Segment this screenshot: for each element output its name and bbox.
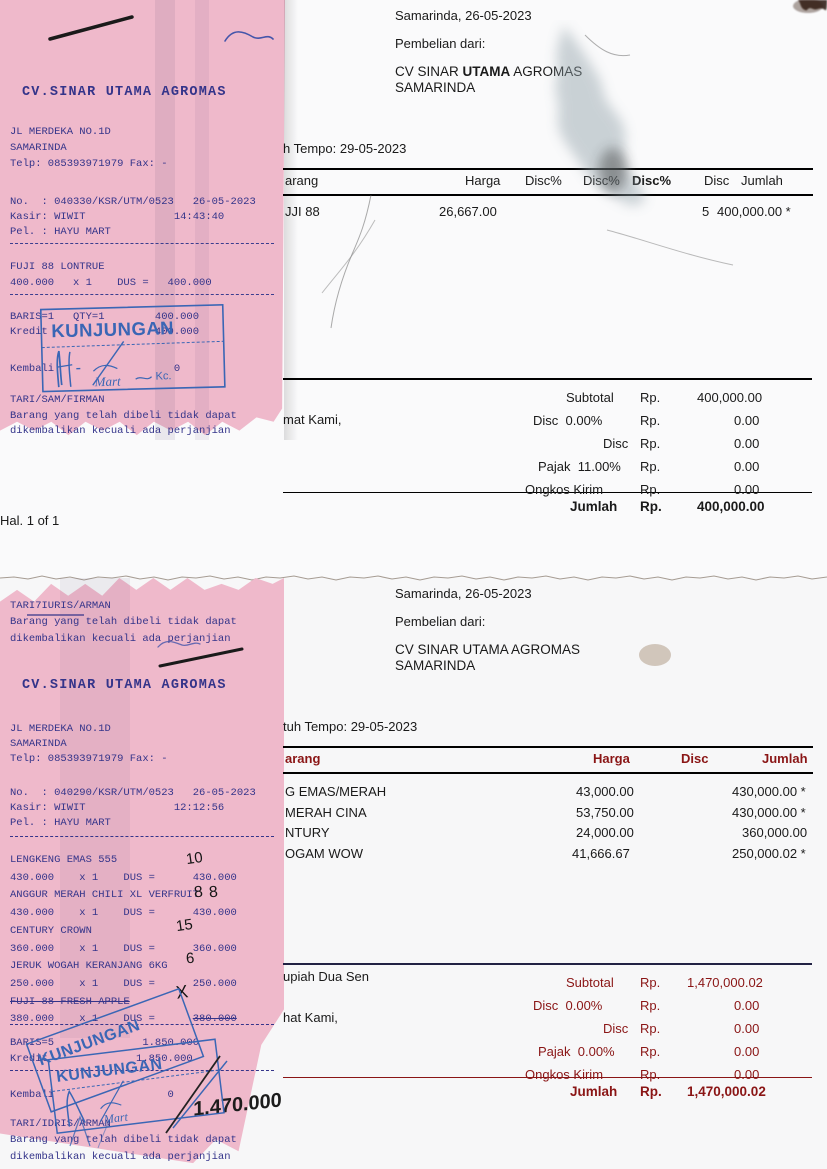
svg-text:Kc.: Kc. (155, 370, 171, 382)
svg-text:KUNJUNGAN: KUNJUNGAN (55, 1056, 163, 1086)
svg-text:KUNJUNGAN: KUNJUNGAN (51, 317, 174, 341)
svg-text:Mart: Mart (93, 374, 121, 390)
